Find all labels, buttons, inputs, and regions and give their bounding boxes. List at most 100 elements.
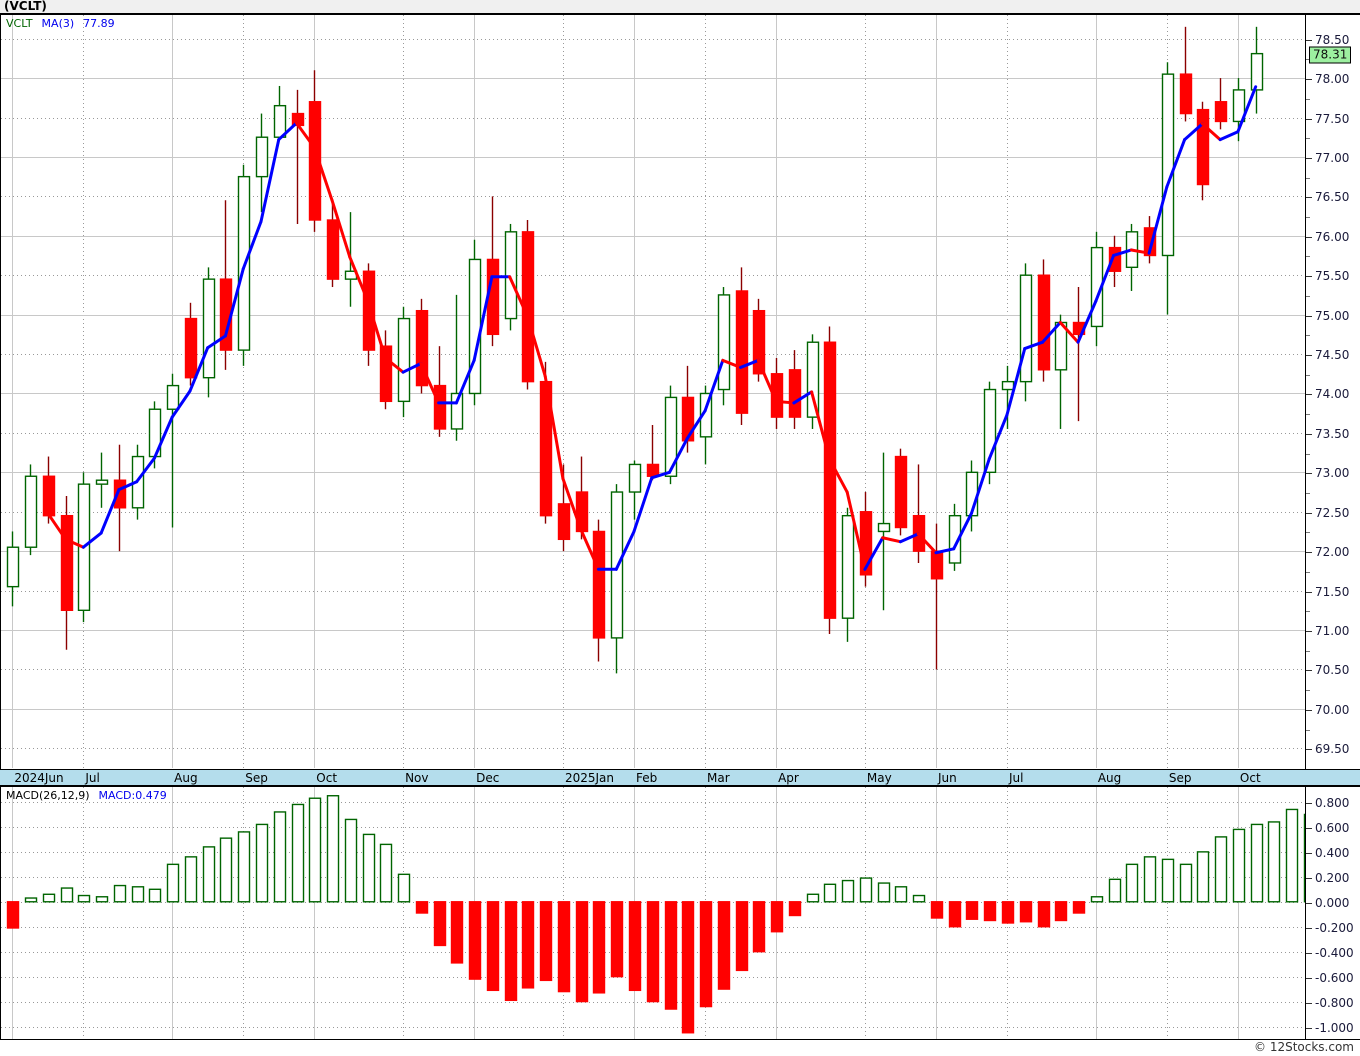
- macd-bar-negative: [735, 901, 749, 972]
- axis-tick-label: 76.00: [1315, 229, 1350, 244]
- macd-y-axis: 0.800 0.600 0.400 0.200 0.000 -0.200 -0.400 -0.…: [1306, 786, 1360, 1040]
- macd-bar-positive: [823, 883, 837, 903]
- macd-bar-positive: [397, 873, 411, 903]
- axis-minor-tick: [1306, 98, 1310, 100]
- axis-minor-tick: [1306, 532, 1310, 534]
- date-axis-label: Nov: [405, 771, 429, 785]
- macd-bar-negative: [681, 901, 695, 1034]
- axis-tick-label: 77.50: [1315, 111, 1350, 126]
- macd-chart-panel[interactable]: MACD(26,12,9) MACD:0.479: [0, 786, 1306, 1040]
- axis-tick-mark: [1306, 902, 1312, 904]
- axis-tick-mark: [1306, 552, 1312, 554]
- date-axis-label: Aug: [174, 771, 198, 785]
- macd-bar-negative: [557, 901, 571, 993]
- candle-up: [397, 317, 411, 403]
- macd-bar-positive: [1250, 823, 1264, 903]
- candlesticks: [6, 26, 1264, 674]
- macd-plot-area[interactable]: [1, 787, 1305, 1039]
- candle-up: [1250, 52, 1264, 91]
- candle-down: [930, 550, 944, 580]
- candle-up: [664, 396, 678, 477]
- macd-bar-negative: [770, 901, 784, 933]
- candle-up: [717, 294, 731, 391]
- candle-up: [1232, 89, 1246, 123]
- macd-bar-positive: [806, 893, 820, 903]
- candle-up: [95, 479, 109, 485]
- candle-down: [735, 290, 749, 414]
- candle-up: [1161, 73, 1175, 257]
- macd-bar-positive: [877, 882, 891, 903]
- axis-tick-mark: [1306, 709, 1312, 711]
- macd-bar-positive: [1179, 863, 1193, 903]
- page-title: (VCLT): [4, 0, 47, 13]
- macd-bar-positive: [894, 886, 908, 903]
- candle-up: [202, 278, 216, 379]
- axis-tick-label: -1.000: [1315, 1020, 1354, 1035]
- macd-bar-negative: [575, 901, 589, 1003]
- candle-down: [1143, 227, 1157, 257]
- candle-down: [646, 463, 660, 477]
- macd-bar-negative: [1072, 901, 1086, 914]
- candle-up: [24, 475, 38, 548]
- axis-tick-label: 71.00: [1315, 624, 1350, 639]
- candle-down: [859, 511, 873, 576]
- price-chart-panel[interactable]: VCLT MA(3) 77.89: [0, 14, 1306, 769]
- macd-bar-positive: [1125, 863, 1139, 903]
- axis-minor-tick: [1306, 295, 1310, 297]
- axis-tick-mark: [1306, 157, 1312, 159]
- macd-bar-positive: [1214, 836, 1228, 903]
- candle-down: [1179, 73, 1193, 115]
- axis-minor-tick: [1306, 571, 1310, 573]
- macd-bar-positive: [841, 879, 855, 903]
- macd-bar-negative: [983, 901, 997, 922]
- macd-bar-negative: [699, 901, 713, 1008]
- axis-tick-label: -0.400: [1315, 945, 1354, 960]
- candle-down: [788, 369, 802, 418]
- date-axis-top: 2024Jun Jul Aug Sep Oct Nov Dec 2025Jan Feb Mar Ap…: [0, 769, 1306, 786]
- macd-bar-negative: [1001, 901, 1015, 924]
- axis-tick-mark: [1306, 631, 1312, 633]
- date-axis-label: Oct: [316, 771, 338, 785]
- axis-tick-label: 0.600: [1315, 820, 1350, 835]
- candle-up: [255, 136, 269, 178]
- axis-tick-label: 77.00: [1315, 150, 1350, 165]
- macd-bar-positive: [326, 795, 340, 903]
- axis-tick-mark: [1306, 118, 1312, 120]
- axis-minor-tick: [1306, 650, 1310, 652]
- axis-tick-mark: [1306, 394, 1312, 396]
- macd-bar-negative: [1054, 901, 1068, 922]
- date-axis-label: 2024Jun: [14, 771, 64, 785]
- candle-down: [1214, 101, 1228, 123]
- candle-down: [557, 503, 571, 541]
- date-axis-label: Sep: [1168, 771, 1192, 785]
- axis-tick-mark: [1306, 852, 1312, 854]
- macd-bar-negative: [504, 901, 518, 1002]
- date-axis-label: Aug: [1097, 771, 1122, 785]
- date-axis-label: Sep: [245, 771, 268, 785]
- macd-bar-positive: [131, 886, 145, 903]
- axis-tick-mark: [1306, 827, 1312, 829]
- axis-tick-label: -0.800: [1315, 995, 1354, 1010]
- macd-bar-negative: [1019, 901, 1033, 923]
- copyright-watermark: © 12Stocks.com: [1254, 1040, 1354, 1054]
- macd-bar-negative: [1037, 901, 1051, 928]
- macd-bars: [6, 795, 1305, 1034]
- axis-minor-tick: [1306, 177, 1310, 179]
- candle-up: [273, 104, 287, 138]
- macd-bar-positive: [308, 797, 322, 903]
- candle-up: [1019, 274, 1033, 383]
- candle-down: [681, 396, 695, 442]
- macd-bar-negative: [592, 901, 606, 994]
- candle-up: [806, 341, 820, 418]
- macd-bar-positive: [273, 811, 287, 903]
- macd-bar-negative: [628, 901, 642, 992]
- candle-down: [113, 479, 127, 509]
- macd-bar-positive: [291, 803, 305, 903]
- price-plot-area[interactable]: [1, 15, 1305, 769]
- axis-tick-mark: [1306, 977, 1312, 979]
- macd-histogram-svg: [1, 787, 1305, 1039]
- axis-tick-label: 0.400: [1315, 845, 1350, 860]
- macd-bar-negative: [521, 901, 535, 989]
- axis-tick-label: 69.50: [1315, 742, 1350, 757]
- candle-up: [166, 384, 180, 410]
